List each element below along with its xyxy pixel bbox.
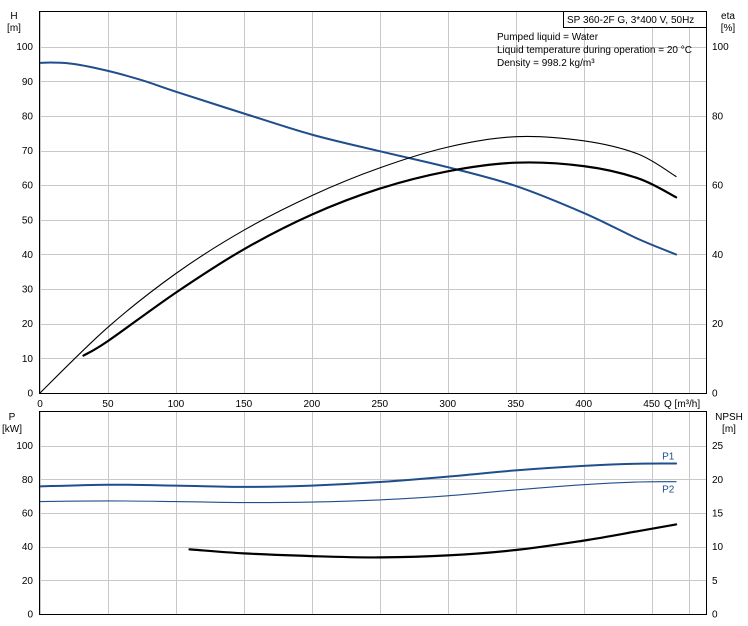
- top-panel-frame: [39, 11, 707, 394]
- series-label-p1: P1: [662, 452, 675, 463]
- top-left-tick-label: 0: [27, 389, 33, 400]
- top-right-tick-label: 20: [712, 319, 724, 330]
- top-panel-grid: [40, 12, 706, 394]
- density-text: Density = 998.2 kg/m³: [497, 58, 595, 69]
- bottom-right-tick-label: 0: [712, 610, 718, 621]
- bottom-left-tick-label: 80: [22, 475, 34, 486]
- bottom-left-tick-label: 20: [22, 576, 34, 587]
- top-right-tick-label: 80: [712, 111, 724, 122]
- top-right-tick-label: 100: [712, 42, 729, 53]
- top-left-tick-label: 40: [22, 250, 34, 261]
- bottom-panel-grid: [40, 412, 706, 615]
- x-tick-label: 200: [303, 399, 320, 410]
- bottom-left-axis-label: P: [9, 412, 16, 423]
- x-tick-label: 0: [37, 399, 43, 410]
- x-tick-label: 250: [371, 399, 388, 410]
- bottom-right-tick-label: 25: [712, 441, 724, 452]
- top-left-axis-unit: [m]: [7, 23, 21, 34]
- top-panel-curves: [39, 61, 678, 394]
- top-right-tick-label: 60: [712, 181, 724, 192]
- top-left-tick-label: 70: [22, 146, 34, 157]
- bottom-panel-curves: [39, 462, 678, 559]
- liquid-temperature-text: Liquid temperature during operation = 20…: [497, 45, 692, 56]
- top-left-tick-label: 50: [22, 215, 34, 226]
- bottom-right-tick-label: 20: [712, 475, 724, 486]
- bottom-right-tick-label: 5: [712, 576, 718, 587]
- bottom-panel-frame: [39, 411, 707, 615]
- top-left-tick-label: 20: [22, 319, 34, 330]
- x-tick-label: 150: [236, 399, 253, 410]
- curve-p2: [39, 481, 677, 504]
- bottom-curve-3: [188, 523, 678, 559]
- x-tick-label: 350: [507, 399, 524, 410]
- pump-title: SP 360-2F G, 3*400 V, 50Hz: [567, 15, 694, 26]
- curve-p1: [39, 462, 678, 488]
- bottom-left-tick-label: 100: [16, 441, 33, 452]
- top-left-tick-label: 10: [22, 354, 34, 365]
- x-tick-label: 400: [575, 399, 592, 410]
- top-right-axis-unit: [%]: [721, 23, 736, 34]
- top-right-axis-label: eta: [721, 11, 735, 22]
- top-left-axis-label: H: [10, 11, 17, 22]
- bottom-left-tick-label: 60: [22, 509, 34, 520]
- bottom-right-tick-label: 10: [712, 542, 724, 553]
- x-tick-label: 100: [168, 399, 185, 410]
- bottom-right-tick-label: 15: [712, 509, 724, 520]
- top-left-tick-label: 30: [22, 285, 34, 296]
- top-left-tick-label: 80: [22, 111, 34, 122]
- series-label-p2: P2: [662, 485, 675, 496]
- pump-info-box: SP 360-2F G, 3*400 V, 50Hz Pumped liquid…: [497, 11, 707, 69]
- x-tick-label: 450: [643, 399, 660, 410]
- top-curve-1: [39, 61, 678, 256]
- bottom-left-axis-unit: [kW]: [2, 424, 22, 435]
- top-curve-2: [39, 135, 677, 394]
- bottom-left-tick-label: 0: [27, 610, 33, 621]
- pumped-liquid-text: Pumped liquid = Water: [497, 32, 599, 43]
- bottom-right-axis-unit: [m]: [722, 424, 736, 435]
- top-right-tick-label: 40: [712, 250, 724, 261]
- x-axis-label: Q [m³/h]: [664, 399, 700, 410]
- top-left-tick-label: 100: [16, 42, 33, 53]
- x-tick-label: 50: [102, 399, 114, 410]
- top-left-tick-label: 90: [22, 77, 34, 88]
- bottom-left-tick-label: 40: [22, 542, 34, 553]
- pump-title-box: [563, 11, 707, 28]
- bottom-right-axis-label: NPSH: [715, 412, 743, 423]
- top-right-tick-label: 0: [712, 389, 718, 400]
- top-curve-3: [82, 161, 678, 357]
- top-left-tick-label: 60: [22, 181, 34, 192]
- x-tick-label: 300: [439, 399, 456, 410]
